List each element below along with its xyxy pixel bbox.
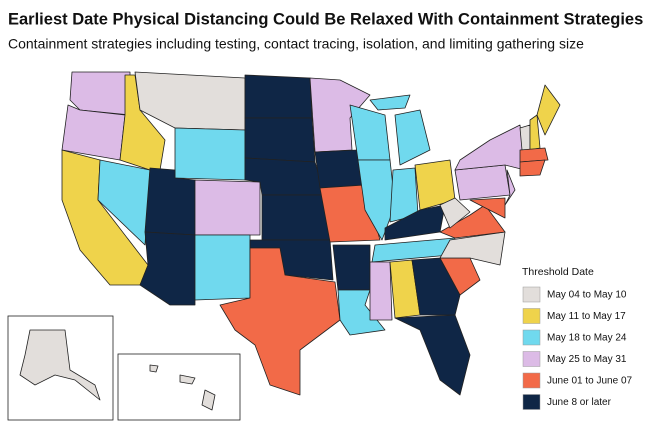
state	[244, 117, 316, 163]
state	[332, 244, 371, 291]
legend-swatch	[522, 286, 541, 303]
title: Earliest Date Physical Distancing Could …	[8, 10, 643, 28]
state	[261, 194, 331, 241]
hawaii-box	[117, 353, 241, 421]
legend-swatch	[522, 372, 541, 389]
subtitle: Containment strategies including testing…	[8, 36, 584, 52]
state	[19, 329, 101, 401]
alaska-box	[7, 315, 114, 421]
state	[469, 197, 506, 219]
legend-swatch	[522, 394, 541, 410]
state	[394, 314, 471, 396]
state	[504, 169, 516, 206]
state	[519, 159, 546, 177]
state	[394, 109, 431, 166]
legend-label: June 01 to June 07	[547, 376, 633, 387]
state	[69, 71, 131, 116]
legend-label: May 18 to May 24	[547, 333, 627, 344]
state	[179, 374, 196, 385]
legend-title: Threshold Date	[522, 266, 594, 278]
state	[357, 159, 396, 241]
state	[454, 164, 511, 201]
state	[174, 127, 246, 181]
state	[97, 159, 151, 246]
us-map	[7, 71, 561, 421]
state	[536, 84, 561, 136]
legend-label: May 25 to May 31	[547, 354, 627, 365]
state	[439, 204, 506, 239]
state	[244, 74, 313, 119]
state	[134, 71, 246, 131]
state	[384, 204, 446, 241]
state	[194, 179, 261, 236]
state	[411, 257, 461, 316]
state	[139, 231, 196, 306]
state	[519, 147, 549, 163]
legend-label: June 8 or later	[547, 397, 612, 408]
legend-label: May 11 to May 17	[547, 311, 626, 322]
state	[369, 261, 393, 321]
legend-swatch	[522, 329, 541, 346]
legend-label: May 04 to May 10	[547, 290, 627, 301]
state	[149, 364, 159, 373]
state	[201, 389, 216, 411]
state	[219, 247, 341, 396]
legend: Threshold Date May 04 to May 10 May 11 to…	[522, 266, 633, 410]
state	[369, 94, 411, 111]
state	[454, 124, 526, 171]
legend-swatch	[522, 308, 541, 324]
state	[439, 197, 471, 229]
state	[194, 234, 251, 301]
state	[529, 114, 541, 151]
legend-swatch	[522, 351, 541, 367]
state	[519, 124, 531, 151]
